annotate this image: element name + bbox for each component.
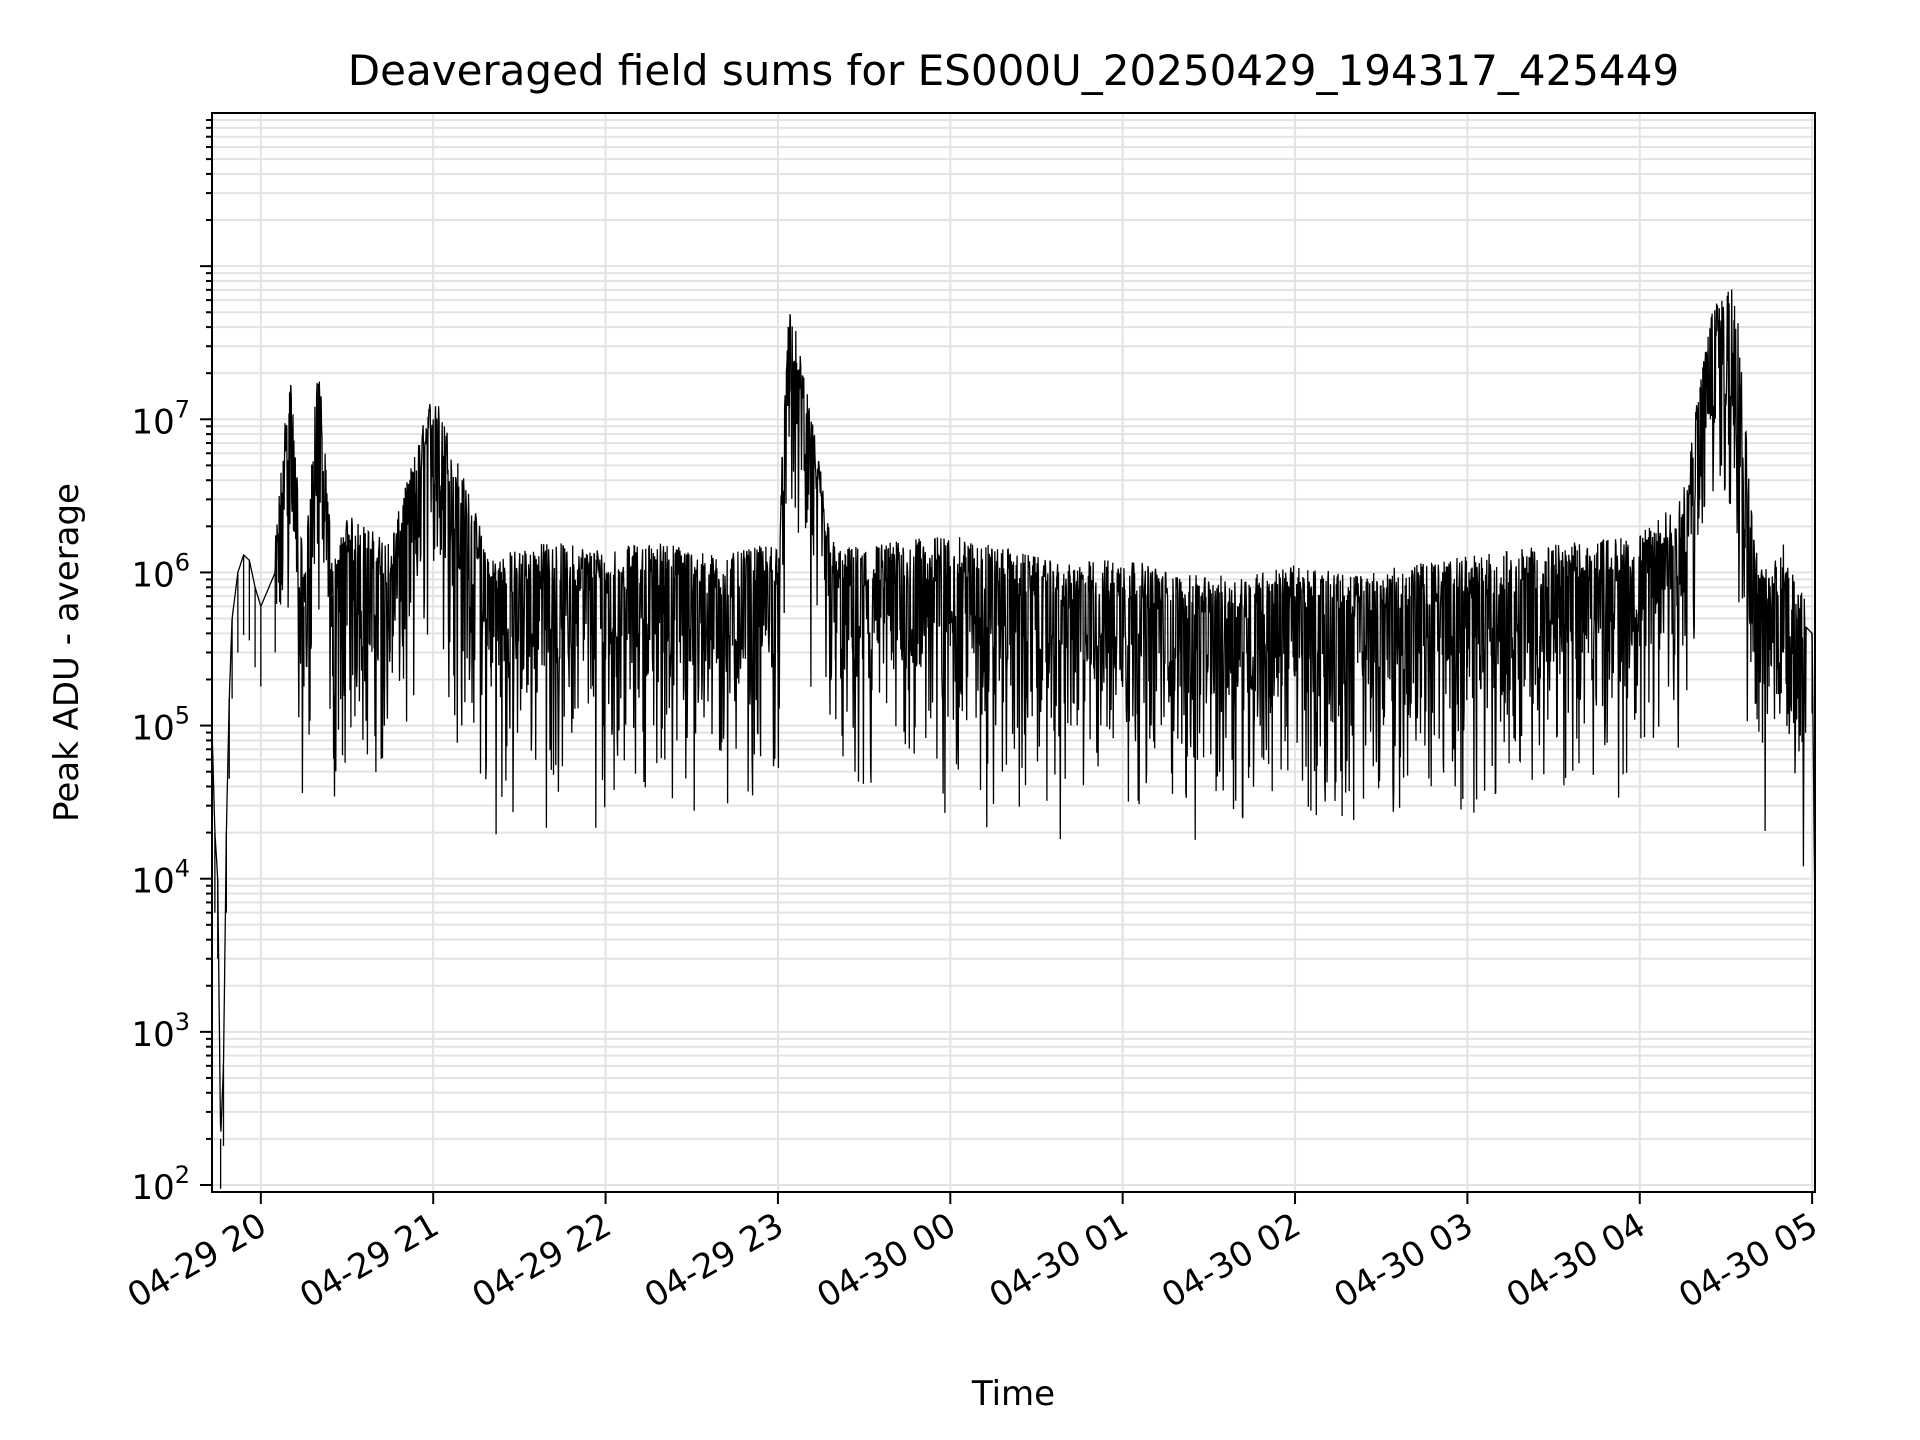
- series-line: [211, 289, 1816, 1132]
- y-tick-label: 107: [131, 395, 190, 442]
- chart-title: Deaveraged field sums for ES000U_2025042…: [348, 46, 1679, 95]
- x-axis-label: Time: [971, 1374, 1055, 1414]
- y-tick-label: 103: [131, 1008, 190, 1055]
- y-axis-label: Peak ADU - average: [47, 483, 87, 822]
- y-tick-label: 106: [131, 548, 190, 595]
- y-tick-label: 104: [131, 855, 190, 902]
- line-layer: [211, 289, 1816, 1189]
- y-tick-label: 105: [131, 702, 190, 749]
- y-tick-label: 102: [131, 1161, 190, 1208]
